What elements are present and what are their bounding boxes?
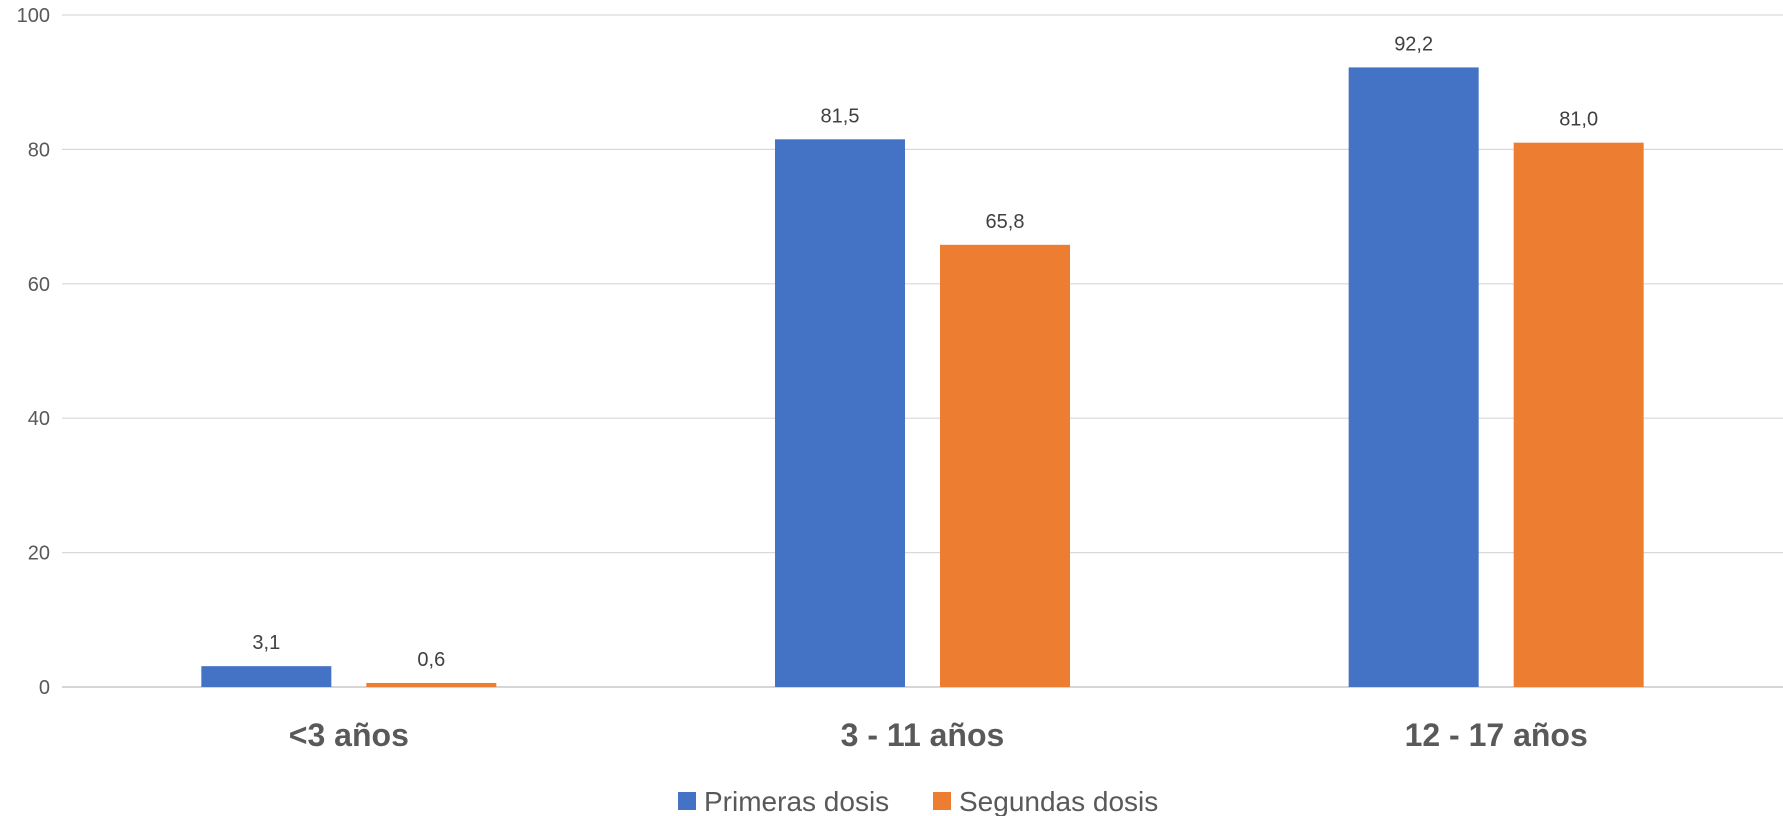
y-tick-label: 100 — [17, 5, 50, 27]
data-label: 92,2 — [1394, 33, 1433, 55]
data-label: 81,0 — [1559, 109, 1598, 131]
data-label: 81,5 — [821, 105, 860, 127]
data-label: 0,6 — [417, 649, 445, 671]
y-tick-label: 0 — [39, 677, 50, 699]
data-labels: 3,1 0,6 81,5 65,8 92,2 81,0 — [252, 33, 1598, 671]
data-label: 3,1 — [252, 632, 280, 654]
y-axis-ticks: 0 20 40 60 80 100 — [17, 5, 50, 699]
legend-label-0: Primeras dosis — [704, 786, 889, 816]
y-tick-label: 40 — [28, 408, 50, 430]
x-category-label: <3 años — [289, 717, 409, 753]
legend-swatch-1 — [933, 792, 951, 810]
bar-primeras-0 — [201, 666, 332, 687]
y-tick-label: 20 — [28, 543, 50, 565]
bar-segundas-2 — [1513, 142, 1644, 687]
x-category-label: 3 - 11 años — [841, 717, 1005, 753]
bar-primeras-2 — [1348, 67, 1479, 687]
bar-segundas-0 — [366, 682, 497, 687]
x-category-label: 12 - 17 años — [1405, 717, 1588, 753]
gridlines — [62, 14, 1783, 688]
bar-segundas-1 — [940, 244, 1070, 687]
bar-primeras-1 — [775, 139, 905, 687]
legend-swatch-0 — [678, 792, 696, 810]
data-label: 65,8 — [986, 211, 1025, 233]
x-axis-categories: <3 años 3 - 11 años 12 - 17 años — [289, 717, 1588, 753]
legend: Primeras dosis Segundas dosis — [678, 786, 1158, 816]
y-tick-label: 60 — [28, 274, 50, 296]
y-tick-label: 80 — [28, 139, 50, 161]
legend-label-1: Segundas dosis — [959, 786, 1158, 816]
bars — [201, 67, 1644, 687]
